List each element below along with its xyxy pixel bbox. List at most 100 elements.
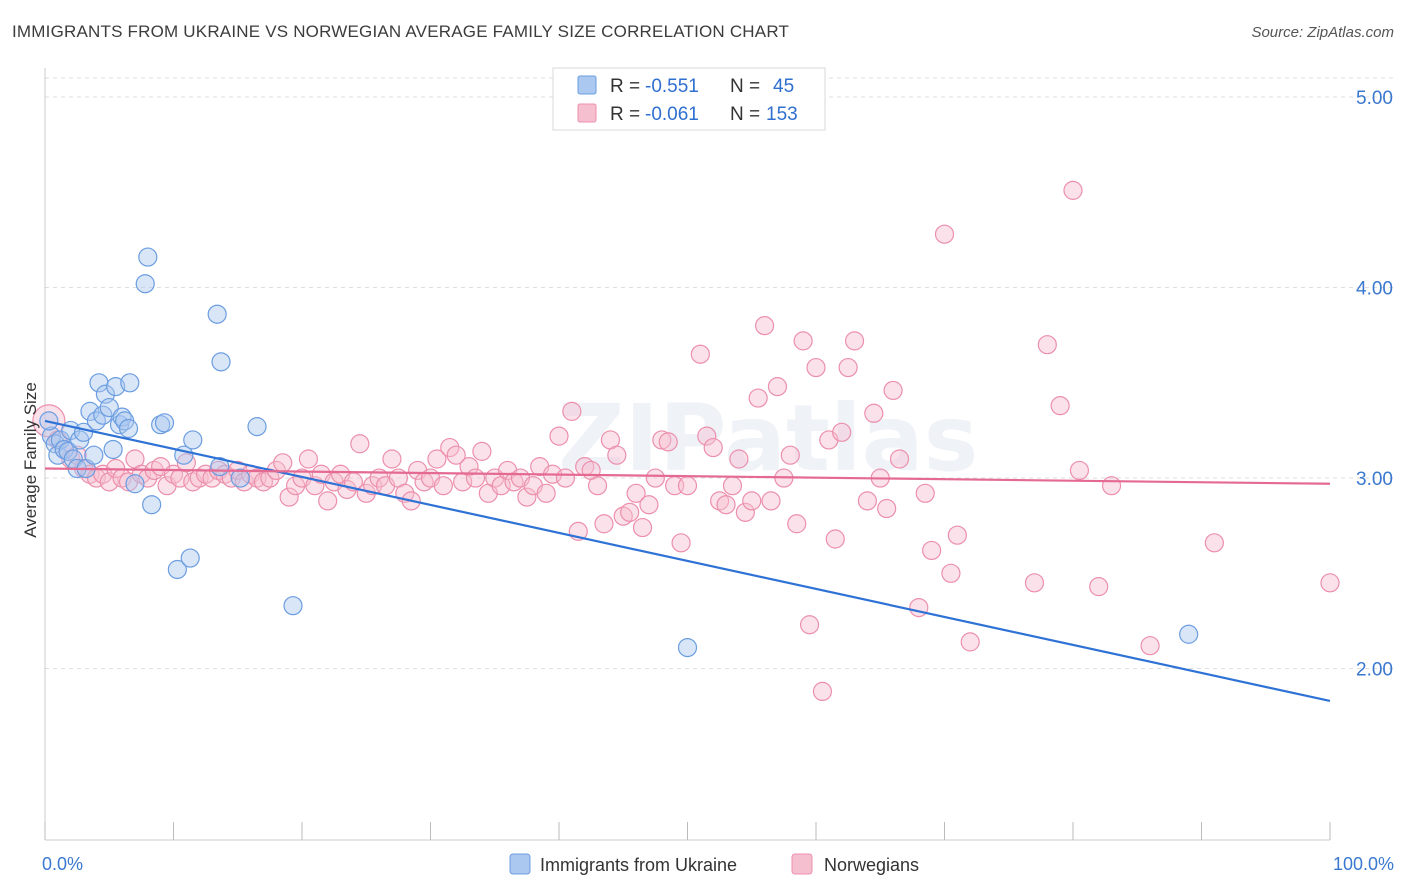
ukraine-point-36 bbox=[207, 304, 227, 324]
norwegians-point-125 bbox=[857, 491, 878, 511]
norwegians-point-111 bbox=[761, 491, 781, 511]
norwegians-point-92 bbox=[632, 517, 653, 538]
legend-r-value-2: -0.061 bbox=[645, 104, 699, 125]
norwegians-point-60 bbox=[427, 449, 447, 469]
norwegians-point-140 bbox=[1050, 396, 1070, 416]
norwegians-point-53 bbox=[382, 449, 402, 469]
norwegians-point-77 bbox=[536, 483, 556, 503]
norwegians-point-86 bbox=[594, 514, 614, 534]
ukraine-point-28 bbox=[138, 247, 158, 267]
norwegians-point-63 bbox=[446, 445, 466, 465]
norwegians-point-25 bbox=[202, 468, 222, 488]
ukraine-point-20 bbox=[106, 377, 126, 397]
legend-swatch-norwegians bbox=[577, 103, 597, 123]
ukraine-point-18 bbox=[99, 397, 119, 418]
ukraine-point-39 bbox=[230, 468, 250, 488]
norwegians-point-118 bbox=[806, 357, 826, 378]
ukraine-point-31 bbox=[154, 413, 175, 433]
norwegians-point-135 bbox=[941, 563, 961, 583]
norwegians-point-146 bbox=[1204, 533, 1224, 553]
norwegians-point-110 bbox=[754, 316, 775, 336]
norwegians-point-134 bbox=[934, 224, 955, 244]
legend-swatch-ukraine bbox=[577, 75, 597, 95]
norwegians-point-62 bbox=[440, 437, 460, 458]
norwegians-point-133 bbox=[922, 540, 942, 561]
norwegians-point-74 bbox=[517, 487, 537, 507]
ukraine-point-26 bbox=[125, 474, 145, 494]
norwegians-point-143 bbox=[1089, 577, 1109, 597]
norwegians-point-65 bbox=[459, 457, 479, 477]
ukraine-point-34 bbox=[180, 548, 200, 568]
norwegians-point-101 bbox=[697, 426, 717, 446]
x-tick-label-max: 100.0% bbox=[1333, 854, 1394, 874]
y-axis-label: Average Family Size bbox=[21, 382, 40, 538]
ukraine-point-12 bbox=[80, 401, 100, 421]
norwegians-point-108 bbox=[742, 491, 762, 511]
ukraine-point-42 bbox=[677, 637, 698, 658]
ukraine-trend-line bbox=[44, 419, 1331, 703]
norwegians-point-144 bbox=[1101, 476, 1122, 496]
norwegians-point-130 bbox=[889, 449, 910, 469]
norwegians-point-141 bbox=[1063, 180, 1083, 200]
norwegians-point-137 bbox=[960, 632, 980, 652]
ukraine-point-37 bbox=[211, 352, 231, 372]
watermark: ZIPatlas bbox=[558, 385, 978, 492]
ukraine-point-16 bbox=[93, 405, 113, 425]
y-tick-label-2: 4.00 bbox=[1356, 279, 1393, 300]
norwegians-trend-line bbox=[44, 467, 1331, 485]
legend-r-label-1: R = bbox=[610, 76, 640, 97]
norwegians-point-98 bbox=[671, 533, 691, 553]
norwegians-point-40 bbox=[298, 449, 319, 469]
norwegians-point-115 bbox=[787, 514, 807, 534]
norwegians-point-96 bbox=[658, 432, 678, 452]
norwegians-point-145 bbox=[1140, 636, 1160, 656]
norwegians-point-139 bbox=[1037, 335, 1057, 355]
norwegians-point-128 bbox=[877, 498, 897, 519]
norwegians-point-129 bbox=[883, 380, 903, 401]
trend-lines bbox=[44, 419, 1331, 703]
norwegians-point-30 bbox=[234, 472, 254, 492]
ukraine-point-29 bbox=[142, 495, 162, 515]
norwegians-point-142 bbox=[1069, 460, 1090, 481]
norwegians-point-105 bbox=[722, 476, 743, 496]
norwegians-point-117 bbox=[799, 615, 820, 635]
norwegians-point-38 bbox=[285, 476, 306, 496]
norwegians-point-124 bbox=[844, 331, 865, 351]
bottom-legend-swatch-norwegians bbox=[791, 853, 813, 875]
ukraine-point-43 bbox=[1179, 624, 1199, 644]
norwegians-point-99 bbox=[677, 476, 698, 496]
norwegians-point-104 bbox=[716, 495, 736, 515]
ukraine-point-3 bbox=[50, 430, 71, 450]
y-tick-label-0: 2.00 bbox=[1356, 660, 1393, 681]
norwegians-point-67 bbox=[472, 441, 492, 461]
norwegians-point-90 bbox=[620, 502, 640, 522]
legend-n-label-1: N = bbox=[730, 76, 760, 97]
norwegians-point-147 bbox=[1320, 573, 1340, 593]
bottom-legend-label-norwegians: Norwegians bbox=[824, 855, 919, 875]
norwegians-point-126 bbox=[864, 403, 884, 423]
top-legend: R = -0.551 N = 45 R = -0.061 N = 153 bbox=[552, 67, 826, 131]
norwegians-point-61 bbox=[433, 476, 453, 496]
bottom-legend: Immigrants from Ukraine Norwegians bbox=[509, 853, 919, 875]
norwegians-point-88 bbox=[607, 445, 627, 465]
source-label: Source: ZipAtlas.com bbox=[1251, 24, 1394, 41]
norwegians-point-112 bbox=[767, 377, 788, 397]
norwegians-point-119 bbox=[812, 681, 833, 702]
legend-r-label-2: R = bbox=[610, 104, 640, 125]
norwegians-point-138 bbox=[1024, 573, 1045, 593]
ukraine-point-25 bbox=[120, 373, 140, 393]
norwegians-point-121 bbox=[825, 529, 845, 549]
bottom-legend-swatch-ukraine bbox=[509, 853, 531, 875]
norwegians-point-66 bbox=[465, 468, 486, 488]
norwegians-point-100 bbox=[690, 344, 710, 364]
norwegians-point-91 bbox=[626, 483, 646, 503]
axes: 2.00 3.00 4.00 5.00 bbox=[44, 68, 1393, 841]
gridlines bbox=[45, 77, 1395, 670]
norwegians-point-123 bbox=[838, 357, 858, 378]
norwegians-point-21 bbox=[176, 453, 196, 473]
bottom-legend-label-ukraine: Immigrants from Ukraine bbox=[540, 855, 737, 875]
ukraine-point-40 bbox=[247, 417, 267, 437]
norwegians-point-114 bbox=[780, 445, 800, 465]
ukraine-point-19 bbox=[103, 439, 123, 460]
